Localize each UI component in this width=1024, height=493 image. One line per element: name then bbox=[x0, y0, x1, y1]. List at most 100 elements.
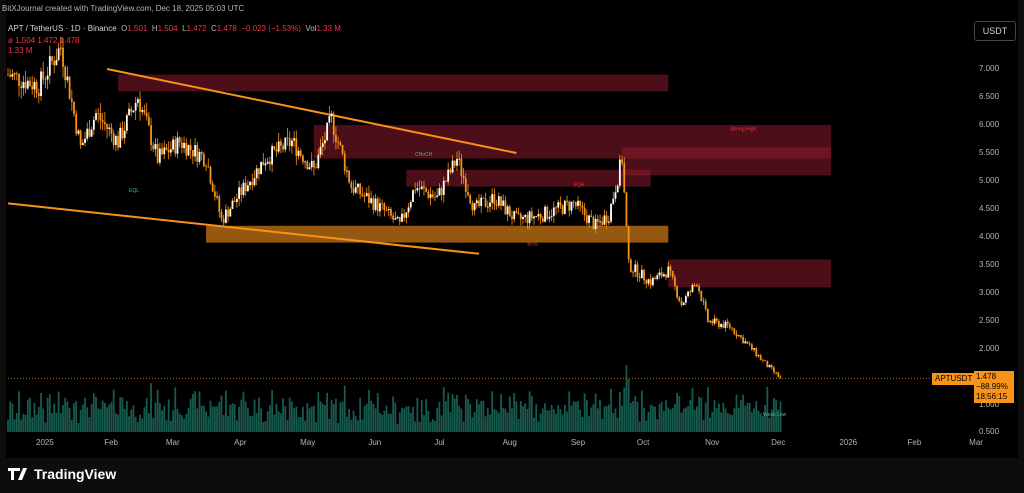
candle-body bbox=[773, 367, 775, 373]
volume-bar bbox=[407, 405, 410, 432]
candle-body bbox=[451, 160, 454, 173]
candle-body bbox=[286, 137, 289, 139]
candle-body bbox=[733, 328, 736, 334]
candle-body bbox=[385, 210, 388, 211]
candle-body bbox=[398, 216, 401, 222]
volume-bar bbox=[566, 411, 568, 432]
candle-body bbox=[612, 198, 615, 204]
candle-body bbox=[429, 194, 432, 198]
volume-bar bbox=[528, 391, 531, 432]
candle-body bbox=[310, 160, 313, 168]
volume-bar bbox=[130, 409, 133, 432]
candle-body bbox=[684, 296, 687, 303]
candle-body bbox=[511, 216, 513, 220]
candle-body bbox=[700, 291, 703, 302]
candle-body bbox=[497, 196, 500, 206]
candle-body bbox=[44, 79, 47, 81]
currency-button[interactable]: USDT bbox=[974, 21, 1016, 41]
candle-body bbox=[282, 145, 285, 150]
volume-bar bbox=[634, 396, 637, 432]
supply-zone-2 bbox=[622, 147, 832, 176]
volume-bar bbox=[277, 411, 280, 432]
candle-body bbox=[277, 141, 280, 152]
volume-bar bbox=[68, 408, 71, 432]
volume-bar bbox=[255, 413, 258, 432]
candle-body bbox=[258, 168, 260, 175]
volume-bar bbox=[392, 396, 395, 432]
volume-bar bbox=[35, 414, 38, 432]
volume-bar bbox=[629, 402, 632, 432]
indicator-values: 1.504 1.472 1.478 bbox=[15, 36, 80, 45]
symbol-name[interactable]: APT / TetherUS · 1D · Binance bbox=[8, 24, 117, 33]
volume-bar bbox=[370, 400, 373, 432]
candle-body bbox=[654, 277, 656, 280]
volume-bar bbox=[84, 397, 86, 432]
volume-bar bbox=[202, 405, 205, 432]
candle-body bbox=[264, 163, 267, 166]
candle-body bbox=[698, 286, 700, 292]
price-axis-label: 5.500 bbox=[979, 148, 1000, 157]
candle-body bbox=[209, 166, 212, 184]
candle-body bbox=[242, 182, 245, 195]
time-axis-label: Aug bbox=[502, 438, 517, 447]
candle-body bbox=[95, 113, 97, 120]
volume-bar bbox=[709, 417, 711, 432]
trendline-0 bbox=[106, 68, 517, 154]
candle-body bbox=[22, 82, 25, 89]
candle-body bbox=[218, 196, 221, 212]
candle-body bbox=[313, 160, 315, 168]
candle-body bbox=[165, 147, 168, 150]
volume-bar bbox=[464, 394, 467, 432]
candle-body bbox=[662, 274, 665, 277]
candle-body bbox=[147, 116, 150, 126]
volume-bar bbox=[678, 395, 681, 432]
price-chart[interactable]: Strong High Weak Low BOS CHoCH EQL EQH bbox=[0, 0, 1024, 458]
volume-bar bbox=[412, 406, 414, 432]
candle-body bbox=[18, 73, 20, 87]
volume-bar bbox=[328, 418, 331, 432]
choch-label: CHoCH bbox=[415, 152, 433, 158]
volume-bar bbox=[242, 391, 245, 432]
candle-body bbox=[548, 216, 551, 219]
volume-bar bbox=[335, 398, 337, 432]
volume-bar bbox=[590, 407, 593, 432]
indicator-legend[interactable]: ø 1.504 1.472 1.478 bbox=[8, 36, 80, 45]
volume-bar bbox=[713, 400, 716, 432]
time-axis-label: May bbox=[300, 438, 316, 447]
candle-body bbox=[275, 149, 278, 152]
candle-body bbox=[372, 198, 375, 210]
volume-bar bbox=[511, 408, 513, 432]
volume-bar bbox=[11, 403, 14, 432]
candle-body bbox=[566, 200, 568, 202]
symbol-legend[interactable]: APT / TetherUS · 1D · Binance O1.501 H1.… bbox=[8, 24, 341, 33]
volume-bar bbox=[742, 394, 745, 432]
candle-body bbox=[568, 201, 571, 211]
candle-body bbox=[40, 71, 42, 96]
candle-body bbox=[418, 188, 421, 190]
candle-body bbox=[84, 138, 86, 144]
candle-body bbox=[62, 47, 64, 67]
volume-bar bbox=[253, 399, 256, 432]
volume-label: Vol bbox=[305, 24, 317, 33]
volume-bar bbox=[343, 385, 346, 432]
volume-bar bbox=[513, 393, 516, 432]
candle-body bbox=[158, 148, 161, 163]
candle-body bbox=[471, 203, 474, 211]
candle-body bbox=[392, 215, 395, 220]
volume-bar bbox=[326, 392, 329, 432]
volume-bar bbox=[224, 390, 227, 432]
candle-body bbox=[702, 301, 705, 302]
candle-body bbox=[614, 192, 617, 199]
volume-bar bbox=[418, 421, 421, 432]
volume-bar bbox=[332, 404, 335, 432]
volume-bar bbox=[753, 408, 756, 432]
candle-body bbox=[416, 188, 419, 191]
time-axis-label: Jun bbox=[368, 438, 382, 447]
volume-bar bbox=[662, 411, 665, 432]
candle-body bbox=[251, 181, 254, 186]
volume-bar bbox=[372, 403, 375, 432]
candle-body bbox=[143, 109, 146, 113]
candle-body bbox=[233, 200, 236, 202]
tradingview-logo[interactable]: TradingView bbox=[8, 466, 116, 482]
volume-bar bbox=[544, 403, 546, 432]
